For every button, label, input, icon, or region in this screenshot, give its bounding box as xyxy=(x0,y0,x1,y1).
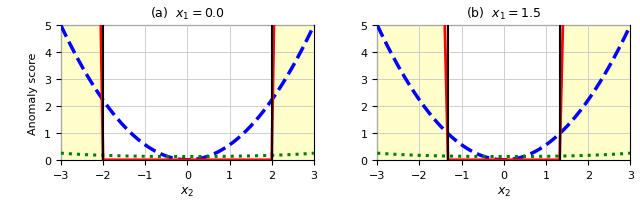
Title: (a)  $x_1 = 0.0$: (a) $x_1 = 0.0$ xyxy=(150,6,225,22)
Y-axis label: Anomaly score: Anomaly score xyxy=(28,52,38,134)
X-axis label: $x_2$: $x_2$ xyxy=(180,185,195,198)
Title: (b)  $x_1 = 1.5$: (b) $x_1 = 1.5$ xyxy=(467,6,541,22)
X-axis label: $x_2$: $x_2$ xyxy=(497,185,511,198)
